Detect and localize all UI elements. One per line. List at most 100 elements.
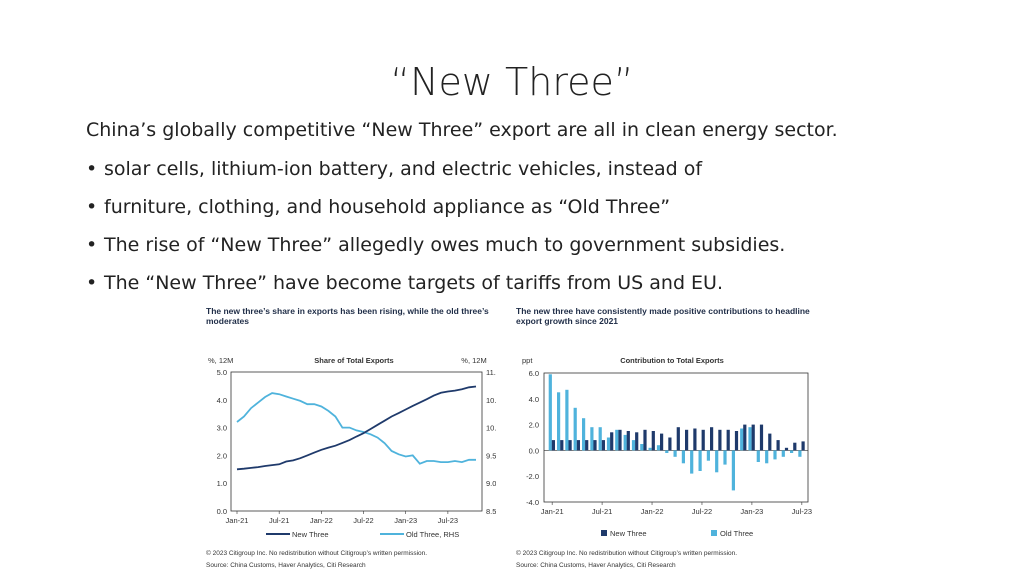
bar-old-three xyxy=(731,450,735,491)
bar-old-three xyxy=(590,427,594,451)
bar-old-three xyxy=(598,427,602,451)
bar-new-three xyxy=(660,433,664,451)
x-tick-label: Jan-21 xyxy=(226,516,249,525)
bar-old-three xyxy=(756,450,760,462)
legend-label-old-three: Old Three xyxy=(720,529,753,538)
y-left-tick-label: 4.0 xyxy=(217,396,227,405)
bar-new-three xyxy=(551,440,555,451)
bar-old-three xyxy=(623,434,627,451)
legend-swatch-old-three xyxy=(711,530,717,536)
bar-old-three xyxy=(548,374,552,451)
bar-new-three xyxy=(685,429,689,451)
x-tick-label: Jul-22 xyxy=(692,507,712,516)
bullet-item: • solar cells, lithium-ion battery, and e… xyxy=(86,158,703,180)
bar-new-three xyxy=(743,424,747,451)
x-tick-label: Jul-23 xyxy=(792,507,812,516)
bar-old-three xyxy=(773,450,777,460)
y-tick-label: 6.0 xyxy=(529,369,539,378)
contribution-panel: The new three have consistently made pos… xyxy=(516,306,816,570)
bar-old-three xyxy=(656,445,661,451)
y-left-tick-label: 1.0 xyxy=(217,479,227,488)
contribution-copyright: © 2023 Citigroup Inc. No redistribution … xyxy=(516,550,738,557)
y-left-tick-label: 0.0 xyxy=(217,507,227,516)
x-tick-label: Jan-22 xyxy=(310,516,333,525)
y-tick-label: 0.0 xyxy=(529,446,539,455)
share-copyright: © 2023 Citigroup Inc. No redistribution … xyxy=(206,550,428,557)
bar-old-three xyxy=(723,450,727,465)
series-line-old-three xyxy=(236,392,476,465)
y-right-tick-label: 9.5 xyxy=(486,451,496,460)
bar-old-three xyxy=(673,450,677,457)
bar-old-three xyxy=(798,450,802,457)
contribution-legend: New Three Old Three xyxy=(601,529,753,538)
bullet-text: The “New Three” have become targets of t… xyxy=(104,272,723,294)
bar-old-three xyxy=(715,450,719,473)
right-unit-label: %, 12M xyxy=(461,356,486,365)
bar-new-three xyxy=(568,440,572,451)
bar-new-three xyxy=(734,431,739,451)
bar-new-three xyxy=(635,432,639,451)
x-tick-label: Jul-23 xyxy=(438,516,458,525)
y-left-tick-label: 3.0 xyxy=(217,424,227,433)
bar-old-three xyxy=(748,427,752,451)
x-tick-label: Jan-22 xyxy=(641,507,664,516)
bar-old-three xyxy=(698,450,702,471)
bar-old-three xyxy=(781,450,785,457)
bar-new-three xyxy=(601,440,605,451)
contribution-bar-chart: ppt Contribution to Total Exports 6.0 4.0… xyxy=(522,356,812,538)
x-tick-label: Jan-23 xyxy=(394,516,417,525)
y-tick-label: 4.0 xyxy=(529,395,539,404)
bullet-text: The rise of “New Three” allegedly owes m… xyxy=(104,234,786,256)
x-tick-label: Jul-21 xyxy=(269,516,289,525)
series-line-new-three xyxy=(236,385,477,471)
bar-new-three xyxy=(651,431,655,451)
bar-new-three xyxy=(801,441,805,451)
legend-label-old-three: Old Three, RHS xyxy=(406,530,459,539)
bar-new-three xyxy=(593,440,597,451)
bar-new-three xyxy=(718,429,722,451)
bullet-item: • The rise of “New Three” allegedly owes … xyxy=(86,234,786,256)
bar-old-three xyxy=(615,429,619,451)
ppt-unit-label: ppt xyxy=(522,356,533,365)
bullet-item: • The “New Three” have become targets of … xyxy=(86,272,723,294)
contribution-chart-title: Contribution to Total Exports xyxy=(620,356,724,365)
bar-new-three xyxy=(710,427,714,451)
y-right-tick-label: 11.0 xyxy=(486,368,496,377)
x-tick-label: Jan-21 xyxy=(541,507,564,516)
slide-lead: China’s globally competitive “New Three”… xyxy=(86,119,838,141)
x-tick-label: Jan-23 xyxy=(740,507,763,516)
left-unit-label: %, 12M xyxy=(208,356,233,365)
bar-old-three xyxy=(765,450,769,464)
legend-label-new-three: New Three xyxy=(292,530,329,539)
bar-new-three xyxy=(643,429,647,451)
legend-swatch-new-three xyxy=(601,530,607,536)
y-left-tick-label: 5.0 xyxy=(217,368,227,377)
contribution-source: Source: China Customs, Haver Analytics, … xyxy=(516,562,676,569)
share-panel: The new three’s share in exports has bee… xyxy=(206,306,496,570)
share-chart-title: Share of Total Exports xyxy=(314,356,393,365)
bar-new-three xyxy=(701,429,705,451)
y-right-tick-label: 9.0 xyxy=(486,479,496,488)
bullet-item: • furniture, clothing, and household appl… xyxy=(86,196,671,218)
share-legend: New Three Old Three, RHS xyxy=(266,530,459,539)
bar-old-three xyxy=(690,450,694,474)
bar-old-three xyxy=(640,444,644,451)
x-tick-label: Jul-22 xyxy=(353,516,373,525)
bar-new-three xyxy=(576,440,580,451)
bar-new-three xyxy=(676,427,680,451)
bar-new-three xyxy=(585,440,589,451)
share-panel-heading: The new three’s share in exports has bee… xyxy=(206,306,489,326)
bar-new-three xyxy=(751,424,755,451)
y-right-tick-label: 10.5 xyxy=(486,396,496,405)
contribution-panel-heading: The new three have consistently made pos… xyxy=(516,306,810,326)
bar-new-three xyxy=(768,433,772,451)
bar-old-three xyxy=(565,389,569,451)
bar-new-three xyxy=(784,447,789,451)
share-line-chart: %, 12M Share of Total Exports %, 12M 5.0… xyxy=(208,356,496,539)
bullet-list: • solar cells, lithium-ion battery, and e… xyxy=(86,156,785,308)
bullet-text: furniture, clothing, and household appli… xyxy=(104,196,671,218)
bar-new-three xyxy=(668,437,672,451)
bar-old-three xyxy=(606,437,611,451)
bar-new-three xyxy=(759,424,764,451)
y-right-tick-label: 10.0 xyxy=(486,424,496,433)
